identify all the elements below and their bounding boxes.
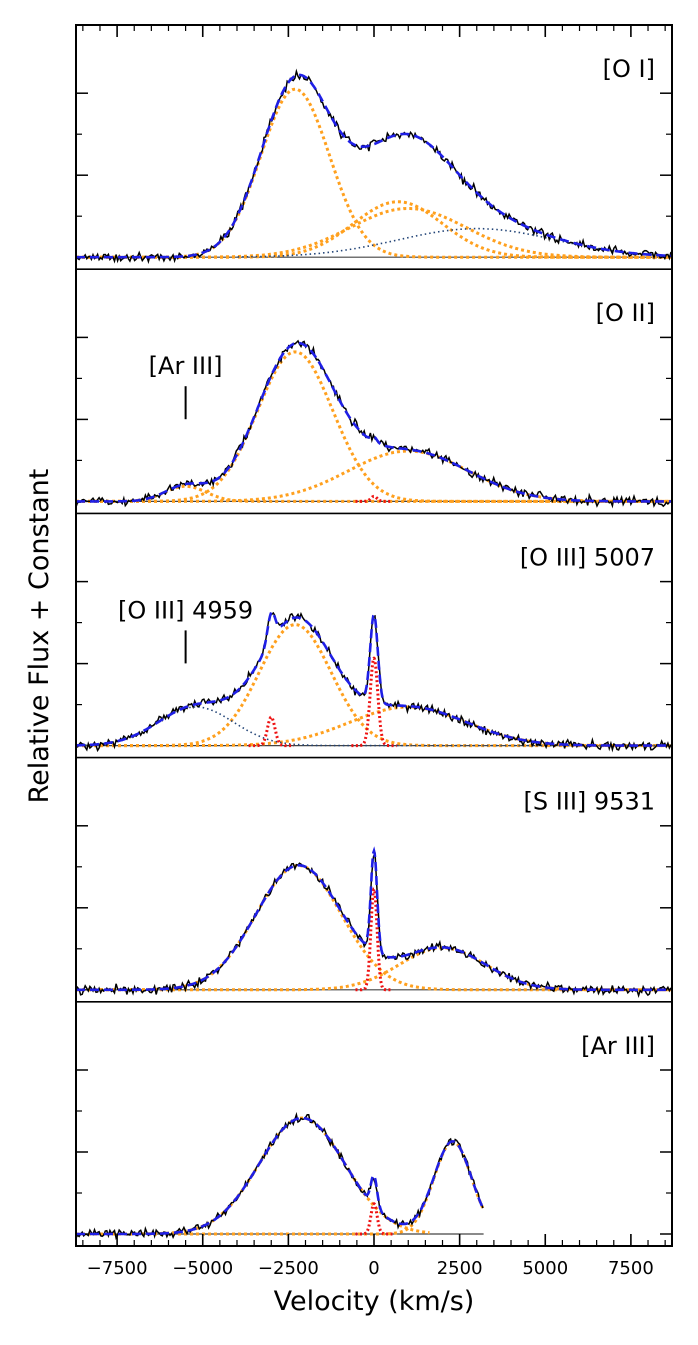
x-axis: −7500 −5000 −2500 0 2500 5000 7500	[82, 25, 666, 1279]
observed-spectrum	[75, 611, 672, 753]
observed-spectrum	[75, 852, 672, 999]
total-fit	[76, 846, 672, 992]
broad-component-ar-iii	[76, 484, 672, 503]
panel-2: [O II] [Ar III]	[75, 268, 672, 509]
broad-component-broad-2	[76, 705, 672, 748]
panel-label: [Ar III]	[581, 1032, 655, 1060]
panel-label: [O III] 5007	[520, 543, 655, 571]
panel-1: [O I]	[75, 55, 673, 265]
broad-component-broad-2	[76, 946, 672, 992]
panel-label: [S III] 9531	[523, 788, 655, 816]
broad-component-broad-1	[76, 864, 672, 992]
total-fit	[76, 341, 672, 503]
total-fit	[76, 73, 673, 259]
narrow-component-narrow-4959	[248, 715, 294, 748]
broad-component-broad-1	[76, 87, 672, 259]
panel-label: [O II]	[596, 299, 655, 327]
x-tick-label: 7500	[608, 1258, 654, 1279]
plot-frame	[75, 24, 673, 1247]
panel-3: [O III] 5007 [O III] 4959	[75, 512, 672, 753]
y-axis-title: Relative Flux + Constant	[24, 469, 55, 804]
broad-component-broad-2	[76, 449, 672, 503]
narrow-component-narrow	[355, 887, 393, 992]
broad-component-broad-2	[76, 1140, 485, 1236]
panel-annotation: [Ar III]	[149, 352, 223, 380]
plot-area: [O I] [O II] [Ar III] [O III] 5007 [O III] 4…	[75, 55, 673, 1241]
x-tick-label: 5000	[522, 1258, 568, 1279]
x-tick-label: 2500	[437, 1258, 483, 1279]
extra-component-wing	[237, 227, 673, 258]
observed-spectrum	[75, 68, 672, 265]
x-tick-label: −2500	[258, 1258, 319, 1279]
panel-4: [S III] 9531	[75, 756, 672, 999]
panel-5: [Ar III]	[75, 1000, 672, 1241]
x-tick-label: −5000	[172, 1258, 233, 1279]
panel-label: [O I]	[603, 55, 655, 83]
x-axis-title: Velocity (km/s)	[274, 1286, 475, 1317]
broad-component-broad-1	[76, 623, 672, 748]
narrow-component-narrow	[355, 494, 393, 503]
total-fit	[76, 1116, 485, 1236]
total-fit	[75, 610, 672, 747]
narrow-component-narrow	[355, 1202, 393, 1236]
narrow-component-narrow-5007	[351, 656, 397, 748]
x-tick-label: 0	[368, 1258, 379, 1279]
observed-spectrum	[75, 1111, 484, 1241]
x-tick-label: −7500	[87, 1258, 148, 1279]
broad-component-broad-2	[76, 200, 672, 259]
broad-component-broad-3	[76, 207, 672, 259]
panel-annotation: [O III] 4959	[118, 596, 253, 624]
